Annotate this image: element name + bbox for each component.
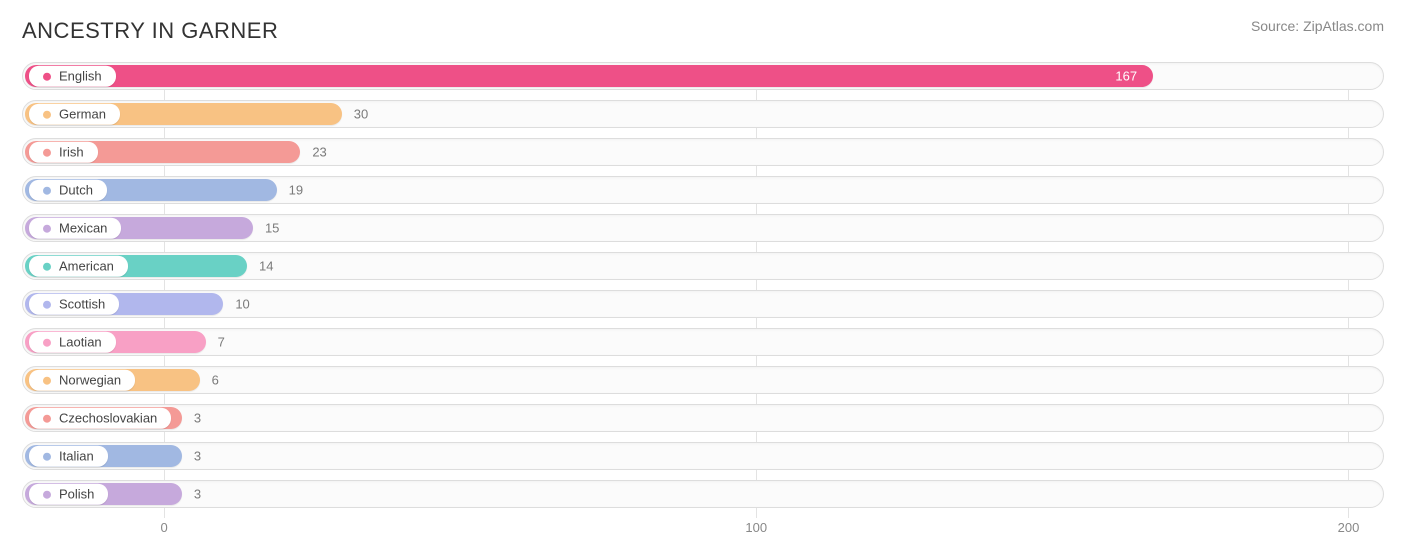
bar-label-pill: Dutch bbox=[29, 180, 107, 201]
bar-row: German 30 bbox=[22, 100, 1384, 128]
bar-label-text: Dutch bbox=[59, 182, 93, 197]
bar-label-text: Irish bbox=[59, 144, 84, 159]
bar-label-pill: Laotian bbox=[29, 332, 116, 353]
x-axis-tick-label: 0 bbox=[160, 520, 167, 535]
bar-label-pill: Norwegian bbox=[29, 370, 135, 391]
bar-row: Italian 3 bbox=[22, 442, 1384, 470]
bar-label-pill: Czechoslovakian bbox=[29, 408, 171, 429]
bar-track bbox=[22, 366, 1384, 394]
bar-value-label: 167 bbox=[1115, 69, 1137, 84]
legend-dot-icon bbox=[43, 300, 51, 308]
bar-track bbox=[22, 328, 1384, 356]
bar-label-pill: Polish bbox=[29, 484, 108, 505]
legend-dot-icon bbox=[43, 490, 51, 498]
legend-dot-icon bbox=[43, 148, 51, 156]
bar-label-pill: German bbox=[29, 104, 120, 125]
x-axis: 0 100 200 bbox=[22, 516, 1384, 535]
bar-value-label: 14 bbox=[259, 259, 273, 274]
bar-row: Irish 23 bbox=[22, 138, 1384, 166]
legend-dot-icon bbox=[43, 110, 51, 118]
bar-value-label: 3 bbox=[194, 449, 201, 464]
bar-value-label: 3 bbox=[194, 411, 201, 426]
bar-label-pill: Scottish bbox=[29, 294, 119, 315]
bar-row: Laotian 7 bbox=[22, 328, 1384, 356]
bar-label-text: Laotian bbox=[59, 334, 102, 349]
bar-value-label: 7 bbox=[218, 335, 225, 350]
bar-row: Dutch 19 bbox=[22, 176, 1384, 204]
legend-dot-icon bbox=[43, 414, 51, 422]
bar-label-pill: Italian bbox=[29, 446, 108, 467]
bar-row: American 14 bbox=[22, 252, 1384, 280]
bar-label-text: Mexican bbox=[59, 220, 107, 235]
bar-label-text: German bbox=[59, 106, 106, 121]
bar-value-label: 30 bbox=[354, 107, 368, 122]
bar-value-label: 10 bbox=[235, 297, 249, 312]
bar-row: Scottish 10 bbox=[22, 290, 1384, 318]
legend-dot-icon bbox=[43, 338, 51, 346]
bar-track bbox=[22, 290, 1384, 318]
bar-track bbox=[22, 480, 1384, 508]
bar-label-text: Czechoslovakian bbox=[59, 410, 157, 425]
bar-label-pill: American bbox=[29, 256, 128, 277]
bar-row: English 167 bbox=[22, 62, 1384, 90]
bar-row: Mexican 15 bbox=[22, 214, 1384, 242]
chart-source: Source: ZipAtlas.com bbox=[1251, 18, 1384, 34]
bar-track bbox=[22, 404, 1384, 432]
legend-dot-icon bbox=[43, 224, 51, 232]
x-axis-tick-label: 100 bbox=[745, 520, 767, 535]
legend-dot-icon bbox=[43, 452, 51, 460]
bar-value-label: 19 bbox=[289, 183, 303, 198]
bar-label-text: Polish bbox=[59, 486, 94, 501]
bar-value-label: 6 bbox=[212, 373, 219, 388]
bar-row: Norwegian 6 bbox=[22, 366, 1384, 394]
bar-label-pill: English bbox=[29, 66, 116, 87]
legend-dot-icon bbox=[43, 186, 51, 194]
bar-row: Czechoslovakian 3 bbox=[22, 404, 1384, 432]
chart-plot-area: English167German30Irish23Dutch19Mexican1… bbox=[22, 62, 1384, 535]
bar-value-label: 15 bbox=[265, 221, 279, 236]
legend-dot-icon bbox=[43, 72, 51, 80]
x-axis-tick-label: 200 bbox=[1338, 520, 1360, 535]
chart-title: ANCESTRY IN GARNER bbox=[22, 18, 278, 44]
legend-dot-icon bbox=[43, 376, 51, 384]
bar-value-label: 3 bbox=[194, 487, 201, 502]
bar-label-text: Norwegian bbox=[59, 372, 121, 387]
bar-label-text: English bbox=[59, 68, 102, 83]
legend-dot-icon bbox=[43, 262, 51, 270]
bar-track bbox=[22, 442, 1384, 470]
bar-fill bbox=[25, 65, 1153, 87]
chart-header: ANCESTRY IN GARNER Source: ZipAtlas.com bbox=[22, 18, 1384, 44]
bar-value-label: 23 bbox=[312, 145, 326, 160]
chart-container: ANCESTRY IN GARNER Source: ZipAtlas.com … bbox=[0, 0, 1406, 535]
bar-row: Polish 3 bbox=[22, 480, 1384, 508]
bar-label-text: Italian bbox=[59, 448, 94, 463]
bar-label-pill: Irish bbox=[29, 142, 98, 163]
bar-label-text: Scottish bbox=[59, 296, 105, 311]
bar-label-pill: Mexican bbox=[29, 218, 121, 239]
bar-label-text: American bbox=[59, 258, 114, 273]
